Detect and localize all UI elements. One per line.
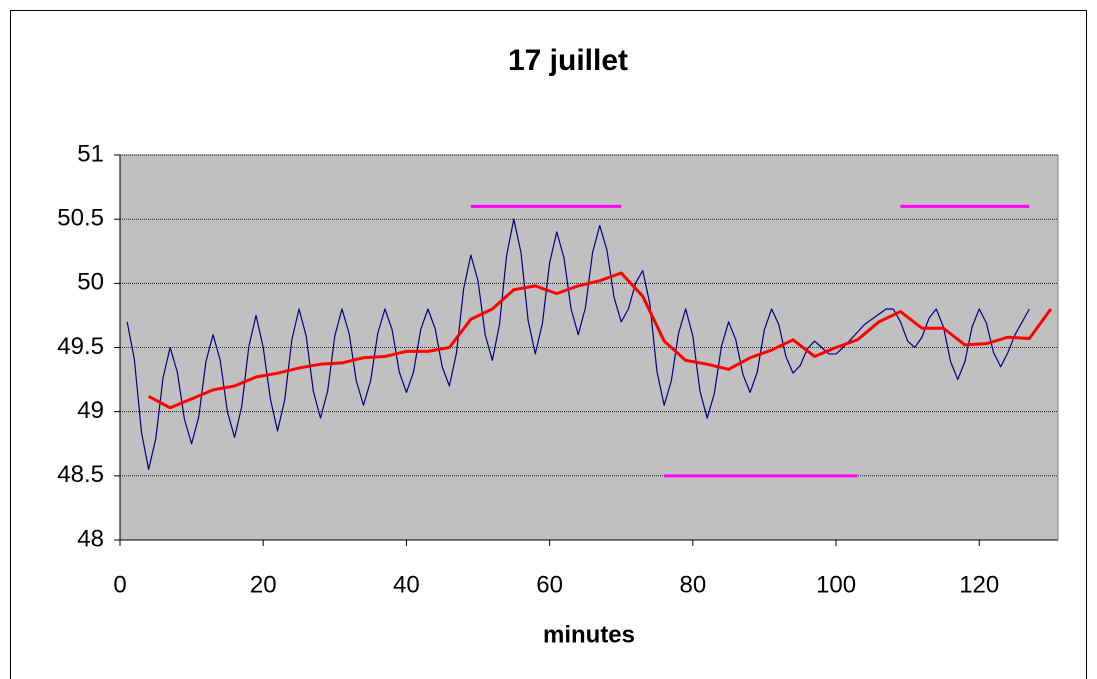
- x-tick-label: 0: [113, 571, 126, 598]
- y-tick-label: 48: [77, 525, 104, 552]
- y-tick-label: 50.5: [57, 205, 104, 232]
- x-tick-label: 120: [959, 571, 999, 598]
- x-tick-label: 60: [536, 571, 563, 598]
- chart-title: 17 juillet: [508, 44, 628, 77]
- data-line: [147, 271, 1053, 410]
- x-tick-label: 40: [393, 571, 420, 598]
- y-tick-label: 49: [77, 397, 104, 424]
- y-tick-label: 51: [77, 140, 104, 167]
- y-tick-label: 49.5: [57, 333, 104, 360]
- y-tick-label: 48.5: [57, 461, 104, 488]
- x-tick-label: 20: [250, 571, 277, 598]
- y-tick-label: 50: [77, 269, 104, 296]
- x-tick-label: 80: [679, 571, 706, 598]
- x-axis-label: minutes: [543, 621, 635, 648]
- x-tick-label: 100: [816, 571, 856, 598]
- data-line: [126, 218, 1030, 471]
